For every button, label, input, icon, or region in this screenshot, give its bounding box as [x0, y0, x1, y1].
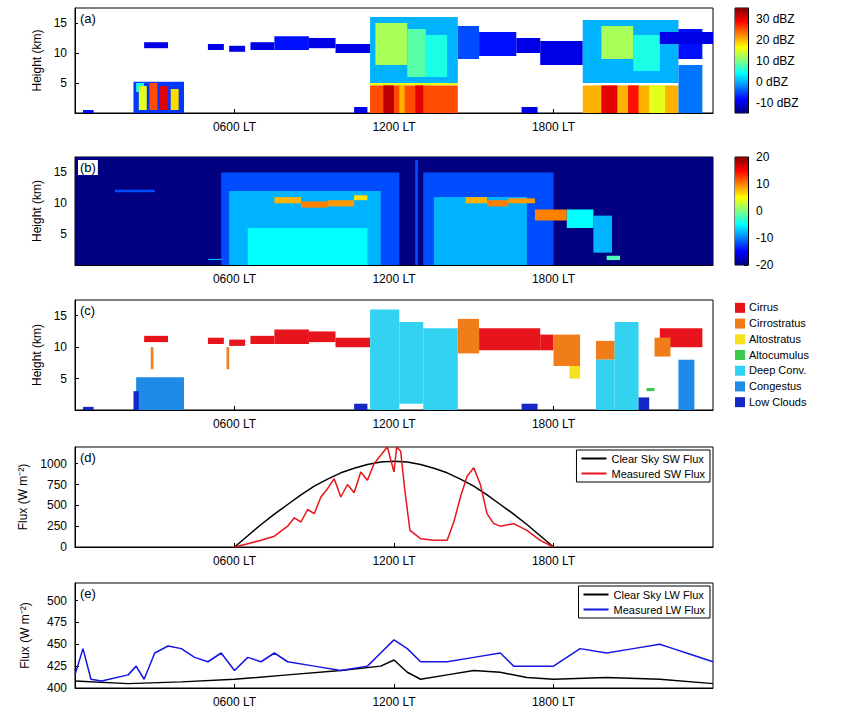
svg-text:0 dBZ: 0 dBZ: [756, 75, 788, 89]
svg-text:Height (km): Height (km): [30, 324, 44, 386]
svg-text:30 dBZ: 30 dBZ: [756, 12, 795, 26]
svg-text:1200 LT: 1200 LT: [372, 417, 416, 431]
svg-text:1000: 1000: [40, 457, 67, 471]
svg-text:1800 LT: 1800 LT: [532, 120, 576, 134]
svg-text:1200 LT: 1200 LT: [372, 120, 416, 134]
svg-text:20: 20: [756, 150, 770, 164]
svg-text:5: 5: [60, 76, 67, 90]
svg-text:Measured LW Flux: Measured LW Flux: [614, 604, 706, 616]
svg-text:(e): (e): [80, 586, 96, 601]
svg-text:Height (km): Height (km): [30, 29, 44, 91]
svg-text:0600 LT: 0600 LT: [213, 695, 257, 709]
svg-text:1800 LT: 1800 LT: [532, 695, 576, 709]
svg-text:5: 5: [60, 372, 67, 386]
svg-text:500: 500: [47, 498, 67, 512]
svg-text:Altocumulus: Altocumulus: [749, 349, 809, 361]
svg-text:10: 10: [54, 196, 68, 210]
svg-text:500: 500: [47, 594, 67, 608]
svg-text:Cirrus: Cirrus: [749, 301, 779, 313]
svg-text:5: 5: [60, 227, 67, 241]
svg-text:400: 400: [47, 681, 67, 695]
svg-text:(a): (a): [80, 11, 96, 26]
svg-text:10: 10: [756, 177, 770, 191]
svg-text:1200 LT: 1200 LT: [372, 272, 416, 286]
svg-text:Altostratus: Altostratus: [749, 333, 801, 345]
svg-text:Low Clouds: Low Clouds: [749, 396, 807, 408]
svg-text:Measured SW Flux: Measured SW Flux: [611, 468, 705, 480]
svg-text:Congestus: Congestus: [749, 380, 802, 392]
svg-text:(d): (d): [80, 450, 96, 465]
svg-text:1800 LT: 1800 LT: [532, 417, 576, 431]
svg-text:0600 LT: 0600 LT: [213, 417, 257, 431]
svg-text:0600 LT: 0600 LT: [213, 120, 257, 134]
svg-text:0600 LT: 0600 LT: [213, 554, 257, 568]
svg-text:750: 750: [47, 478, 67, 492]
svg-text:250: 250: [47, 519, 67, 533]
svg-text:450: 450: [47, 637, 67, 651]
svg-text:1800 LT: 1800 LT: [532, 554, 576, 568]
svg-text:Height (km): Height (km): [30, 180, 44, 242]
svg-text:Clear Sky SW Flux: Clear Sky SW Flux: [611, 453, 704, 465]
svg-text:-10: -10: [756, 231, 774, 245]
svg-text:15: 15: [54, 16, 68, 30]
svg-text:425: 425: [47, 659, 67, 673]
svg-text:-20: -20: [756, 258, 774, 272]
svg-text:10: 10: [54, 340, 68, 354]
svg-text:Clear Sky LW Flux: Clear Sky LW Flux: [614, 589, 705, 601]
svg-text:1200 LT: 1200 LT: [372, 554, 416, 568]
svg-text:475: 475: [47, 615, 67, 629]
svg-text:20 dBZ: 20 dBZ: [756, 33, 795, 47]
svg-text:1800 LT: 1800 LT: [532, 272, 576, 286]
svg-text:Cirrostratus: Cirrostratus: [749, 317, 806, 329]
svg-text:1200 LT: 1200 LT: [372, 695, 416, 709]
svg-text:-10 dBZ: -10 dBZ: [756, 96, 799, 110]
svg-text:Flux (W m⁻²): Flux (W m⁻²): [16, 464, 30, 531]
svg-text:0600 LT: 0600 LT: [213, 272, 257, 286]
svg-text:(b): (b): [80, 160, 96, 175]
svg-text:15: 15: [54, 165, 68, 179]
svg-text:Deep Conv.: Deep Conv.: [749, 364, 806, 376]
svg-text:10: 10: [54, 46, 68, 60]
svg-text:0: 0: [60, 540, 67, 554]
svg-text:Flux (W m⁻²): Flux (W m⁻²): [18, 602, 32, 669]
svg-text:0: 0: [756, 204, 763, 218]
svg-text:15: 15: [54, 309, 68, 323]
svg-text:10 dBZ: 10 dBZ: [756, 54, 795, 68]
svg-text:(c): (c): [80, 303, 95, 318]
